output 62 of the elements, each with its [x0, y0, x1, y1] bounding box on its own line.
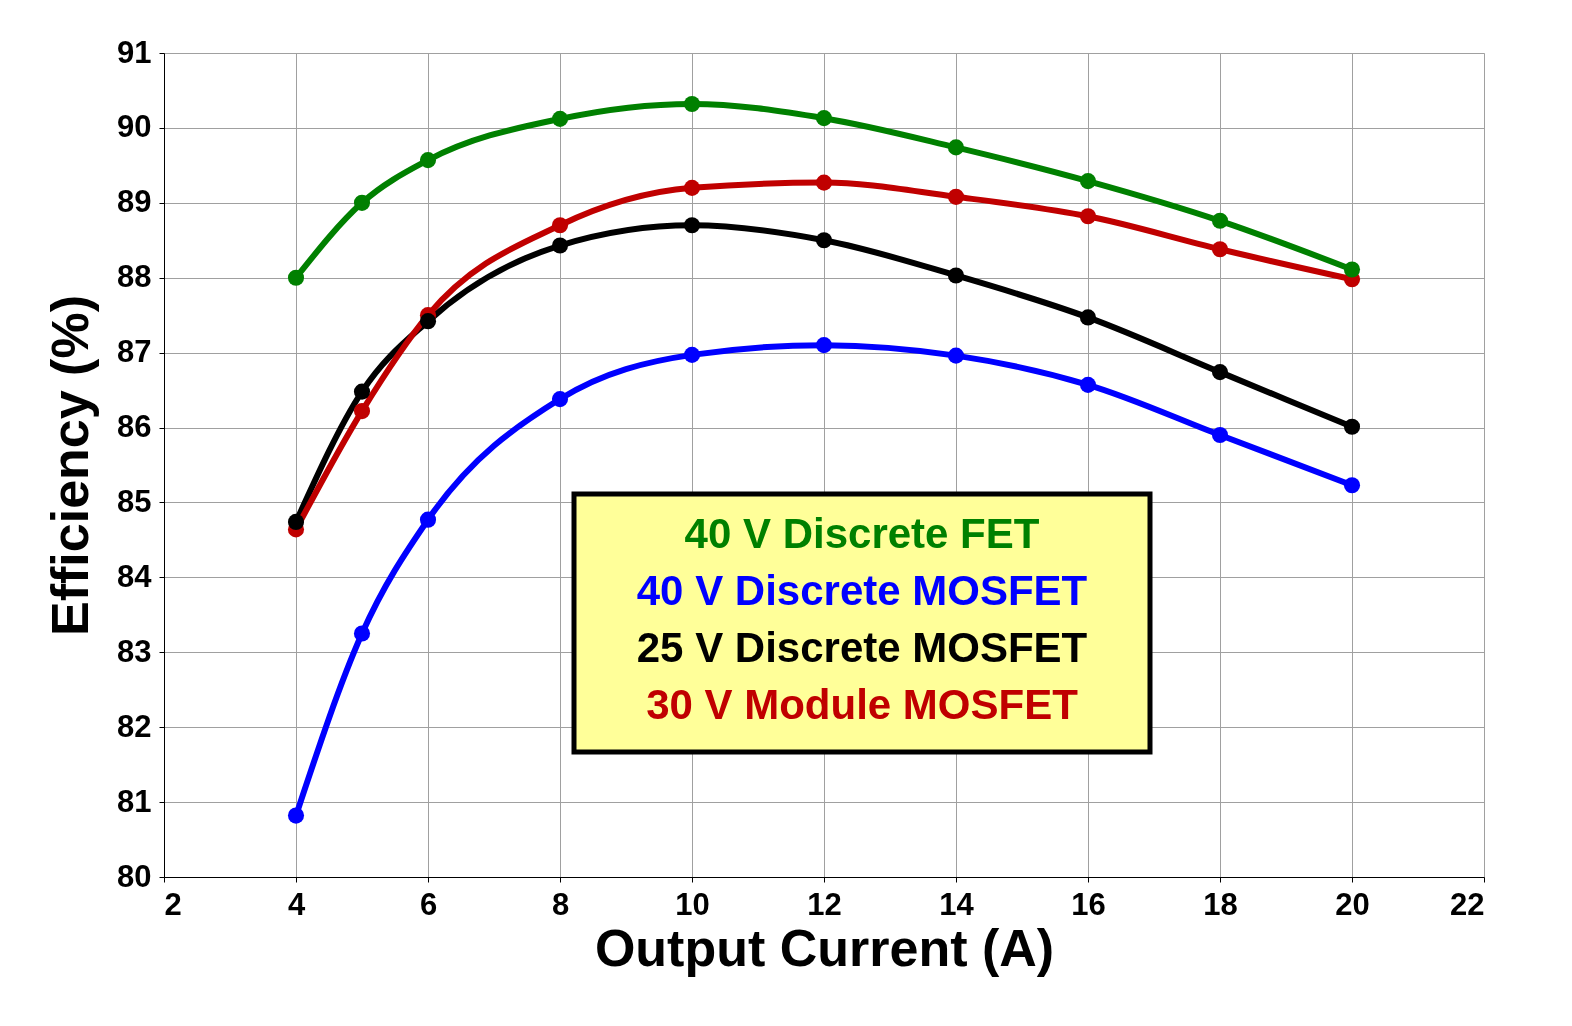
point: [551, 110, 569, 127]
y-tick-label: 89: [117, 184, 152, 220]
point: [815, 337, 833, 354]
point: [353, 625, 371, 642]
x-tick-label: 4: [287, 886, 306, 922]
point: [1343, 418, 1361, 435]
x-tick-label: 6: [419, 886, 438, 922]
y-tick-label: 87: [117, 334, 152, 370]
point: [947, 267, 965, 284]
point: [1211, 426, 1229, 444]
point: [683, 217, 701, 234]
y-tick-label: 90: [117, 109, 152, 145]
y-tick-label: 82: [117, 708, 152, 744]
point: [287, 269, 305, 286]
point: [353, 383, 371, 400]
text: 40 V Discrete FET: [684, 510, 1040, 557]
point: [1079, 173, 1097, 190]
y-axis-title: Efficiency (%): [41, 295, 100, 636]
x-tick-label: 22: [1450, 886, 1485, 922]
point: [551, 391, 569, 408]
point: [1211, 212, 1229, 229]
y-tick-label: 81: [117, 783, 152, 819]
point: [815, 110, 833, 127]
y-tick-label: 84: [117, 558, 153, 594]
point: [815, 232, 833, 249]
x-tick-label: 16: [1071, 886, 1106, 922]
point: [683, 179, 701, 196]
point: [683, 346, 701, 363]
y-tick-label: 91: [117, 34, 152, 70]
x-tick-label: 8: [551, 886, 570, 922]
point: [287, 807, 305, 824]
y-tick-label: 86: [117, 409, 152, 445]
point: [683, 95, 701, 112]
x-tick-label: 2: [164, 886, 182, 922]
point: [947, 139, 965, 156]
text: 30 V Module MOSFET: [646, 681, 1079, 728]
y-tick-label: 85: [117, 483, 152, 519]
point: [1079, 309, 1097, 326]
point: [1079, 376, 1097, 393]
point: [1343, 261, 1361, 278]
point: [947, 347, 965, 364]
x-tick-label: 18: [1203, 886, 1238, 922]
y-tick-label: 80: [117, 858, 152, 894]
point: [1211, 364, 1229, 381]
point: [1079, 208, 1097, 225]
point: [287, 513, 305, 530]
point: [419, 511, 437, 528]
point: [353, 403, 371, 420]
point: [551, 217, 569, 234]
point: [551, 237, 569, 254]
point: [1343, 477, 1361, 494]
x-tick-label: 20: [1335, 886, 1370, 922]
point: [353, 194, 371, 211]
text: 25 V Discrete MOSFET: [636, 624, 1088, 671]
y-tick-label: 83: [117, 633, 152, 669]
point: [419, 152, 437, 169]
text: 40 V Discrete MOSFET: [636, 567, 1088, 614]
point: [419, 313, 437, 330]
point: [1211, 241, 1229, 258]
point: [947, 188, 965, 205]
y-tick-label: 88: [117, 259, 152, 295]
point: [815, 174, 833, 191]
